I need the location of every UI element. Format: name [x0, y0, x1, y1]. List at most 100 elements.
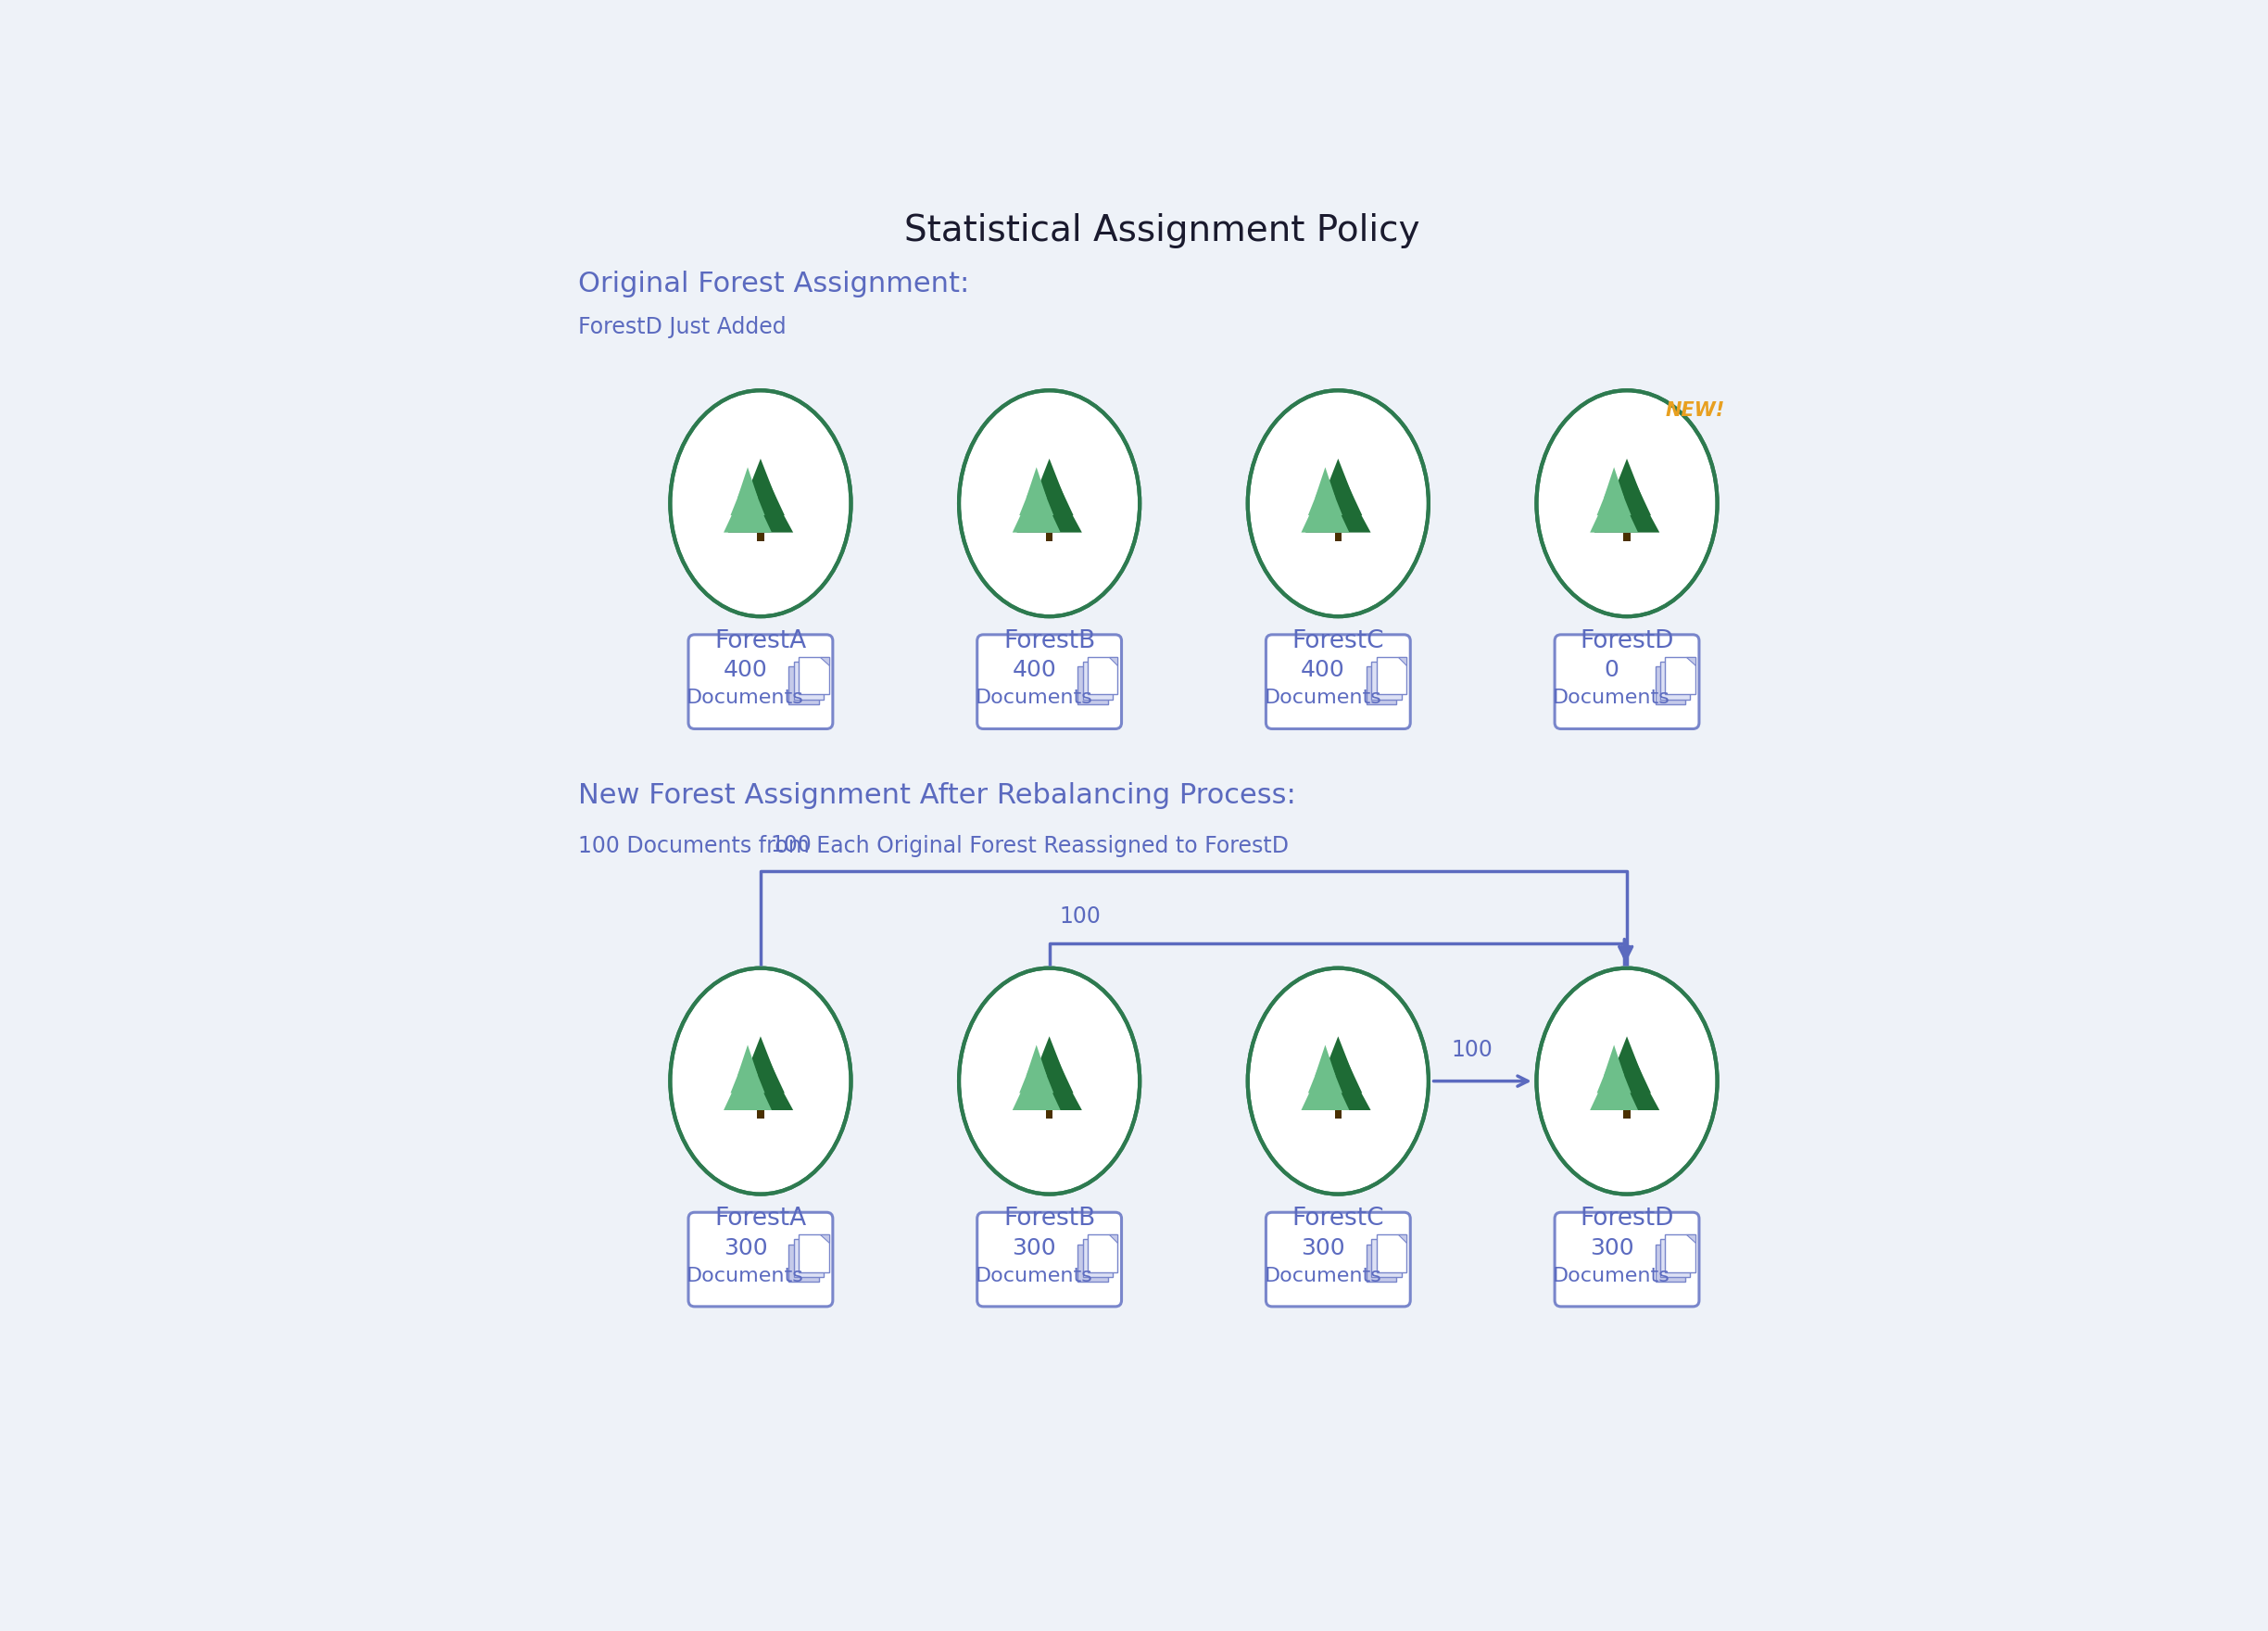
Text: ForestD Just Added: ForestD Just Added — [578, 316, 787, 339]
FancyBboxPatch shape — [1554, 1212, 1699, 1306]
Polygon shape — [1016, 473, 1082, 532]
Text: ForestA: ForestA — [714, 1207, 807, 1231]
Polygon shape — [746, 1036, 776, 1076]
Polygon shape — [1334, 1111, 1343, 1119]
Text: 400: 400 — [1302, 659, 1345, 682]
Text: Documents: Documents — [1554, 1267, 1672, 1285]
Polygon shape — [1077, 1244, 1107, 1282]
Text: 100: 100 — [1452, 1039, 1492, 1062]
Text: 300: 300 — [1590, 1236, 1633, 1259]
Polygon shape — [1590, 1059, 1637, 1111]
Polygon shape — [1034, 458, 1064, 497]
Polygon shape — [1025, 466, 1048, 497]
Polygon shape — [1377, 1235, 1406, 1272]
Text: 100: 100 — [771, 833, 812, 856]
Text: Documents: Documents — [687, 688, 805, 708]
Polygon shape — [1025, 1042, 1073, 1093]
Polygon shape — [1624, 532, 1631, 541]
Polygon shape — [758, 1111, 764, 1119]
FancyBboxPatch shape — [978, 1212, 1123, 1306]
Polygon shape — [1334, 532, 1343, 541]
Polygon shape — [1018, 473, 1055, 515]
Polygon shape — [1322, 1036, 1354, 1076]
Polygon shape — [1372, 662, 1402, 700]
Polygon shape — [737, 1042, 785, 1093]
FancyBboxPatch shape — [1554, 634, 1699, 729]
Polygon shape — [1089, 657, 1118, 695]
Text: Documents: Documents — [975, 688, 1093, 708]
Text: 300: 300 — [1302, 1236, 1345, 1259]
Polygon shape — [1665, 657, 1696, 695]
Polygon shape — [821, 1235, 830, 1243]
Polygon shape — [730, 1050, 764, 1093]
Polygon shape — [1315, 466, 1336, 497]
Text: Documents: Documents — [687, 1267, 805, 1285]
Ellipse shape — [1247, 390, 1429, 617]
Polygon shape — [1109, 1235, 1118, 1243]
Polygon shape — [1397, 1235, 1406, 1243]
Polygon shape — [723, 481, 771, 532]
Polygon shape — [1046, 1111, 1052, 1119]
Polygon shape — [1613, 1036, 1642, 1076]
Polygon shape — [1603, 1042, 1651, 1093]
Polygon shape — [1687, 657, 1696, 665]
Text: 100: 100 — [1059, 905, 1100, 928]
Polygon shape — [789, 667, 819, 705]
Polygon shape — [728, 1050, 794, 1111]
Polygon shape — [1302, 481, 1349, 532]
Polygon shape — [1322, 458, 1354, 497]
FancyBboxPatch shape — [1266, 634, 1411, 729]
Polygon shape — [1109, 657, 1118, 665]
Polygon shape — [1302, 1059, 1349, 1111]
Polygon shape — [1309, 1050, 1343, 1093]
Polygon shape — [1597, 473, 1631, 515]
Polygon shape — [1025, 463, 1073, 515]
Polygon shape — [1656, 667, 1685, 705]
Polygon shape — [737, 1045, 758, 1076]
Polygon shape — [1590, 481, 1637, 532]
Polygon shape — [730, 473, 764, 515]
Polygon shape — [1082, 662, 1114, 700]
Polygon shape — [1082, 1240, 1114, 1277]
Text: 400: 400 — [723, 659, 767, 682]
Polygon shape — [728, 473, 794, 532]
Ellipse shape — [1247, 969, 1429, 1194]
Polygon shape — [794, 662, 823, 700]
Polygon shape — [1597, 1050, 1631, 1093]
Polygon shape — [1660, 1240, 1690, 1277]
Text: 400: 400 — [1012, 659, 1057, 682]
Text: ForestC: ForestC — [1293, 1207, 1383, 1231]
Polygon shape — [1315, 1045, 1336, 1076]
Polygon shape — [1687, 1235, 1696, 1243]
Polygon shape — [1594, 1050, 1660, 1111]
Polygon shape — [798, 1235, 830, 1272]
Ellipse shape — [959, 390, 1141, 617]
Polygon shape — [1012, 481, 1061, 532]
Polygon shape — [1603, 463, 1651, 515]
Text: ForestB: ForestB — [1002, 1207, 1095, 1231]
Polygon shape — [1624, 1111, 1631, 1119]
Polygon shape — [1306, 1050, 1370, 1111]
FancyBboxPatch shape — [978, 634, 1123, 729]
Text: ForestD: ForestD — [1581, 630, 1674, 652]
Polygon shape — [737, 463, 785, 515]
Polygon shape — [1365, 1244, 1397, 1282]
Polygon shape — [1313, 463, 1363, 515]
Text: 100 Documents from Each Original Forest Reassigned to ForestD: 100 Documents from Each Original Forest … — [578, 835, 1288, 858]
FancyBboxPatch shape — [689, 1212, 832, 1306]
Polygon shape — [1372, 1240, 1402, 1277]
Polygon shape — [1613, 458, 1642, 497]
Polygon shape — [1365, 667, 1397, 705]
Text: NEW!: NEW! — [1665, 401, 1724, 421]
Text: Documents: Documents — [1263, 1267, 1381, 1285]
Polygon shape — [746, 458, 776, 497]
Text: Original Forest Assignment:: Original Forest Assignment: — [578, 271, 971, 297]
Polygon shape — [1012, 1059, 1061, 1111]
Polygon shape — [789, 1244, 819, 1282]
Polygon shape — [737, 466, 758, 497]
Polygon shape — [1603, 1045, 1624, 1076]
Polygon shape — [1313, 1042, 1363, 1093]
Ellipse shape — [669, 969, 850, 1194]
Polygon shape — [1077, 667, 1107, 705]
Polygon shape — [1089, 1235, 1118, 1272]
